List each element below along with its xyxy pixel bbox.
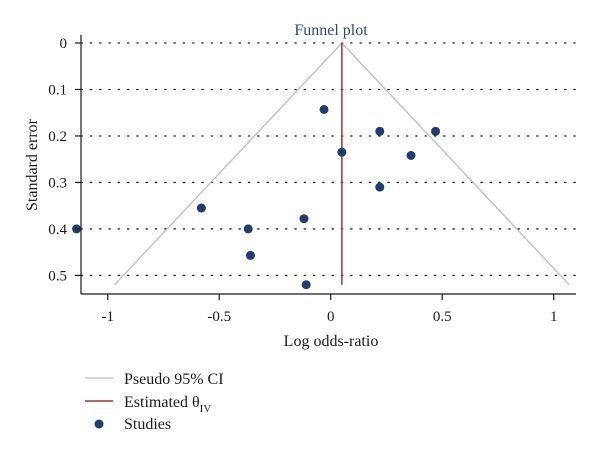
y-tick-label: 0.4 [48,222,67,238]
legend-studies-label: Studies [124,416,171,433]
y-tick-label: 0.1 [48,82,67,98]
x-tick-label: 0 [327,309,335,325]
x-tick-label: 0.5 [433,309,452,325]
study-point [406,150,416,160]
y-axis-ticks: 0 0.1 0.2 0.3 0.4 0.5 [48,36,81,284]
study-point [337,147,347,157]
legend-estimate-text: Estimated θ [124,394,200,411]
y-tick-label: 0.3 [48,175,67,191]
ci-left-line [114,42,343,286]
legend-studies-swatch [94,419,104,429]
y-tick-label: 0.2 [48,129,67,145]
legend-estimate-label: Estimated θIV [124,394,211,415]
legend: Pseudo 95% CI Estimated θIV Studies [85,371,224,433]
study-point [431,126,441,136]
study-point [375,182,385,192]
x-tick-label: -1 [102,309,115,325]
x-axis-title: Log odds-ratio [284,333,379,350]
legend-estimate-subscript: IV [200,403,212,415]
study-point [245,250,255,260]
ci-right-line [341,42,570,286]
x-tick-label: 1 [550,309,558,325]
y-tick-label: 0 [60,36,68,52]
x-tick-label: -0.5 [207,309,231,325]
study-point [243,224,253,234]
study-points [72,104,441,290]
pseudo-ci-lines [114,42,570,286]
study-point [299,214,309,224]
study-point [301,280,311,290]
chart-title: Funnel plot [294,22,368,39]
study-point [375,126,385,136]
legend-ci-label: Pseudo 95% CI [124,371,224,388]
y-axis-title: Standard error [24,118,41,211]
x-axis-ticks: -1 -0.5 0 0.5 1 [102,294,558,325]
study-point [319,104,329,114]
study-point [196,203,206,213]
y-tick-label: 0.5 [48,268,67,284]
